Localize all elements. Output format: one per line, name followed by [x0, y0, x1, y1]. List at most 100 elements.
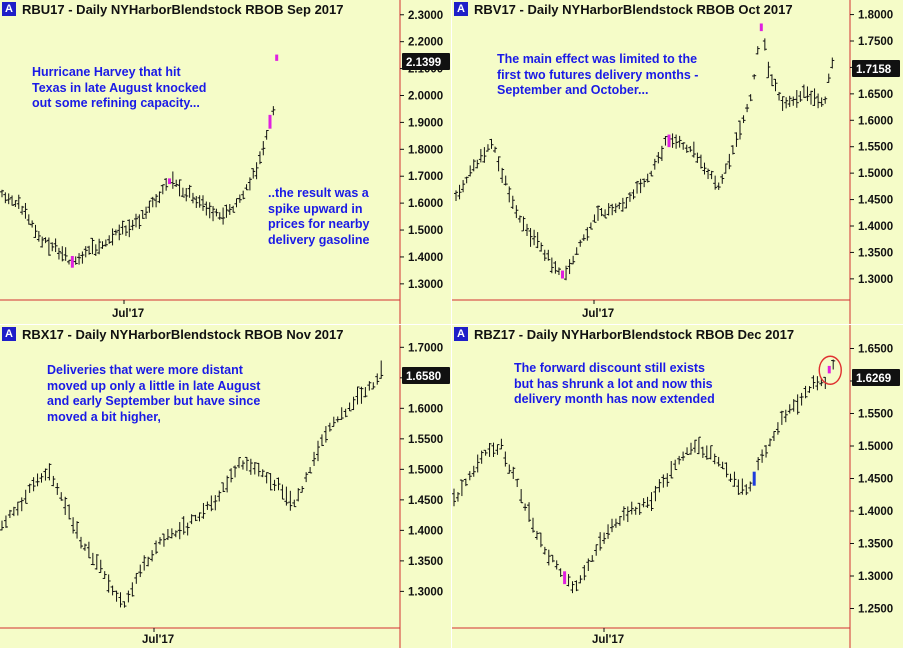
price-bar: [169, 528, 174, 539]
price-bar: [598, 532, 603, 551]
price-bar: [775, 422, 780, 435]
price-bar: [59, 492, 64, 501]
price-bar: [264, 472, 269, 484]
chart-badge[interactable]: A: [454, 2, 468, 16]
price-tick-label: 1.7000: [408, 342, 443, 354]
price-bar: [225, 475, 230, 493]
price-tick-label: 1.7500: [858, 36, 893, 48]
price-bar: [452, 488, 456, 507]
price-bar: [122, 601, 127, 608]
price-bar: [613, 203, 618, 214]
price-bar: [144, 206, 149, 219]
price-bar: [157, 191, 162, 204]
chart-badge[interactable]: A: [2, 2, 16, 16]
annotation-forward-discount: The forward discount still exists but ha…: [514, 361, 715, 406]
chart-badge[interactable]: A: [2, 327, 16, 341]
price-axis: 2.30002.20002.10002.00001.90001.80001.70…: [399, 0, 450, 324]
price-bar: [331, 416, 336, 427]
price-bar: [677, 455, 682, 465]
price-bar: [485, 144, 490, 152]
price-bar: [94, 554, 99, 570]
price-bar: [248, 458, 253, 475]
price-bar: [629, 501, 634, 515]
price-bar: [251, 168, 256, 179]
price-bar: [538, 532, 543, 548]
price-bar: [75, 521, 80, 539]
price-bar: [528, 228, 533, 247]
price-bar: [744, 484, 749, 496]
price-tick-label: 1.3500: [858, 247, 893, 259]
chart-badge[interactable]: A: [454, 327, 468, 341]
price-bar: [53, 238, 58, 252]
chart-title: RBV17 - Daily NYHarborBlendstock RBOB Oc…: [474, 1, 793, 17]
price-bar: [464, 176, 469, 184]
price-bar: [479, 450, 484, 464]
price-bar: [379, 360, 384, 379]
price-bar: [590, 555, 595, 562]
price-bar: [73, 256, 78, 265]
price-bar: [689, 442, 693, 455]
price-bar: [471, 465, 476, 477]
price-bar: [649, 492, 654, 511]
price-bar: [738, 120, 742, 140]
price-bar: [335, 416, 340, 423]
price-bar: [830, 57, 835, 69]
price-bar: [831, 359, 836, 370]
price-bar: [221, 207, 226, 225]
price-bar: [811, 375, 816, 389]
price-bar: [539, 242, 544, 252]
price-bar: [515, 478, 520, 488]
price-bar: [67, 259, 71, 265]
price-bar: [11, 506, 16, 517]
price-tick-label: 1.4500: [858, 474, 893, 486]
price-bar: [459, 479, 464, 497]
annotation-spike: ..the result was a spike upward in price…: [268, 186, 370, 247]
price-bar: [347, 402, 352, 412]
price-tick-label: 1.3500: [408, 556, 443, 568]
price-tick-label: 1.8000: [858, 10, 893, 22]
price-bar: [323, 426, 328, 443]
price-tick-label: 1.2500: [858, 604, 893, 616]
chart-title: RBX17 - Daily NYHarborBlendstock RBOB No…: [22, 326, 344, 342]
price-bar: [519, 489, 524, 504]
price-bar: [475, 454, 480, 473]
price-bar: [574, 247, 579, 255]
price-bar: [292, 499, 297, 508]
price-bar: [523, 503, 528, 511]
price-bar: [663, 136, 668, 146]
price-bar: [471, 159, 476, 172]
price-bar: [681, 451, 686, 461]
price-bar: [316, 440, 320, 462]
price-bar: [571, 255, 576, 265]
price-bar: [491, 442, 496, 457]
price-tick-label: 1.4500: [858, 195, 893, 207]
price-bar: [233, 465, 238, 478]
price-bar: [30, 220, 35, 228]
price-bar: [606, 203, 611, 216]
price-bar: [819, 97, 824, 107]
price-bar: [304, 472, 309, 483]
price-bar: [478, 148, 483, 163]
price-bar: [90, 552, 95, 566]
price-bar: [355, 386, 360, 405]
price-bar: [495, 444, 500, 455]
price-bar: [684, 144, 689, 153]
price-bar: [71, 517, 76, 534]
price-bar: [783, 409, 788, 423]
price-bar: [187, 184, 192, 198]
price-bar: [359, 386, 364, 404]
price-bar: [23, 489, 28, 504]
price-bar: [638, 178, 643, 194]
price-bar: [126, 590, 131, 603]
price-axis: 1.80001.75001.70001.65001.60001.55001.50…: [849, 0, 900, 324]
price-bar: [174, 179, 179, 187]
price-bar: [7, 509, 12, 519]
price-tick-label: 1.4000: [408, 252, 443, 264]
price-tick-label: 1.4000: [408, 525, 443, 537]
price-bar: [455, 492, 460, 502]
price-bar: [585, 227, 590, 241]
price-bar: [275, 54, 279, 61]
price-bar: [794, 90, 799, 108]
price-bar: [734, 132, 739, 147]
price-bar: [463, 478, 468, 487]
